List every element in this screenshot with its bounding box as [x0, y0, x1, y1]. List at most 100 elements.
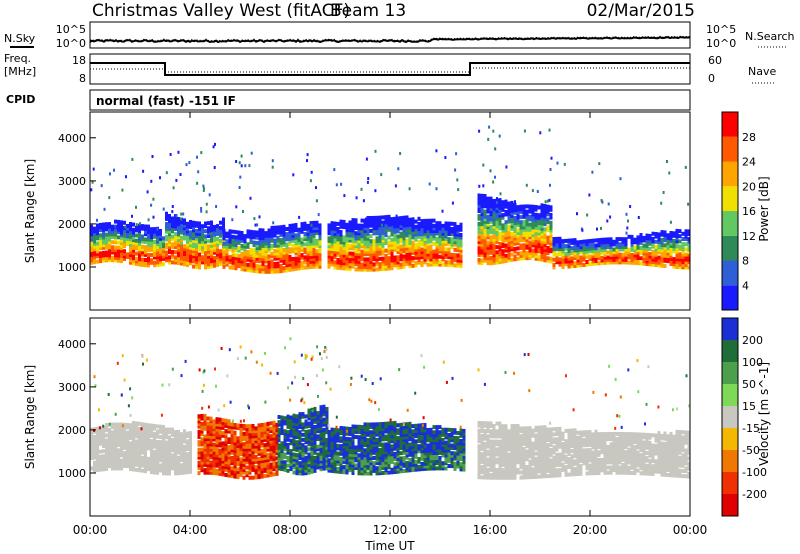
heatmap-cell [495, 237, 499, 242]
heatmap-cell [585, 252, 589, 257]
heatmap-cell [516, 236, 520, 241]
heatmap-cell [573, 263, 577, 268]
heatmap-cell [168, 448, 171, 453]
heatmap-cell [126, 446, 129, 451]
heatmap-cell [245, 442, 249, 447]
heatmap-cell [420, 226, 424, 231]
heatmap-cell [135, 454, 138, 459]
heatmap-cell [360, 228, 364, 233]
heatmap-cell [266, 465, 270, 470]
heatmap-cell [150, 441, 153, 446]
heatmap-cell [516, 210, 520, 215]
heatmap-cell [414, 224, 418, 229]
heatmap-cell [516, 251, 520, 256]
heatmap-cell [402, 262, 406, 267]
heatmap-cell [459, 235, 463, 240]
heatmap-cell [528, 214, 532, 219]
heatmap-cell [612, 242, 616, 247]
heatmap-cell [678, 260, 682, 265]
heatmap-cell [105, 242, 108, 247]
heatmap-cell [489, 214, 493, 219]
heatmap-cell [209, 463, 213, 468]
heatmap-cell [318, 254, 322, 259]
heatmap-cell [342, 248, 346, 253]
heatmap-cell [327, 249, 331, 254]
heatmap-cell [322, 458, 326, 463]
heatmap-cell [231, 247, 235, 252]
heatmap-cell [372, 223, 376, 228]
heatmap-cell [378, 225, 382, 230]
heatmap-cell [513, 226, 517, 231]
heatmap-cell [174, 214, 177, 219]
heatmap-cell [501, 213, 505, 218]
heatmap-cell [366, 228, 370, 233]
heatmap-cell [336, 469, 340, 474]
heatmap-cell [360, 427, 364, 432]
heatmap-cell [633, 260, 637, 265]
heatmap-cell [612, 247, 616, 252]
heatmap-cell [183, 252, 186, 256]
heatmap-cell [477, 237, 481, 242]
heatmap-cell [387, 462, 391, 467]
heatmap-cell [411, 222, 415, 227]
heatmap-cell [630, 237, 634, 242]
heatmap-cell [387, 449, 391, 454]
heatmap-cell [197, 453, 201, 457]
heatmap-cell [570, 246, 574, 251]
heatmap-cell [381, 427, 385, 432]
heatmap-cell [306, 257, 310, 262]
heatmap-cell [351, 233, 355, 238]
heatmap-cell [252, 240, 256, 245]
heatmap-cell [399, 252, 403, 257]
heatmap-cell [277, 430, 281, 435]
heatmap-cell [213, 224, 216, 229]
heatmap-cell [261, 238, 265, 243]
heatmap-cell [519, 238, 523, 243]
heatmap-cell [135, 259, 138, 264]
heatmap-cell [669, 241, 673, 246]
heatmap-cell [325, 427, 329, 432]
heatmap-cell [177, 150, 180, 154]
heatmap-cell [276, 243, 280, 248]
heatmap-cell [528, 245, 532, 250]
heatmap-cell [372, 422, 376, 427]
heatmap-cell [369, 445, 373, 450]
heatmap-cell [96, 241, 99, 246]
heatmap-cell [429, 252, 433, 257]
heatmap-cell [269, 465, 273, 470]
heatmap-cell [206, 470, 210, 475]
heatmap-cell [177, 432, 180, 437]
heatmap-cell [318, 233, 322, 238]
heatmap-cell [204, 247, 207, 252]
heatmap-cell [165, 222, 168, 226]
heatmap-cell [295, 458, 299, 463]
heatmap-cell [255, 233, 259, 238]
heatmap-cell [233, 461, 237, 466]
heatmap-cell [378, 424, 382, 429]
heatmap-cell [336, 433, 340, 438]
heatmap-cell [249, 253, 253, 257]
heatmap-cell [222, 217, 225, 222]
heatmap-cell [447, 224, 451, 229]
heatmap-cell [117, 253, 120, 258]
heatmap-cell [124, 225, 127, 229]
colorbar-swatch [722, 260, 738, 286]
heatmap-cell [312, 257, 316, 262]
heatmap-cell [381, 267, 385, 271]
heatmap-cell [441, 234, 445, 239]
heatmap-cell [369, 252, 373, 257]
heatmap-cell [319, 464, 323, 469]
heatmap-cell [357, 267, 361, 272]
heatmap-cell [249, 229, 253, 234]
heatmap-cell [186, 444, 189, 449]
heatmap-cell [213, 245, 216, 250]
heatmap-cell [441, 226, 445, 231]
heatmap-cell [266, 442, 270, 447]
heatmap-cell [298, 425, 302, 429]
heatmap-cell [378, 231, 382, 236]
heatmap-cell [330, 461, 334, 466]
heatmap-cell [482, 163, 485, 167]
heatmap-cell [540, 218, 544, 223]
heatmap-cell [360, 435, 364, 440]
